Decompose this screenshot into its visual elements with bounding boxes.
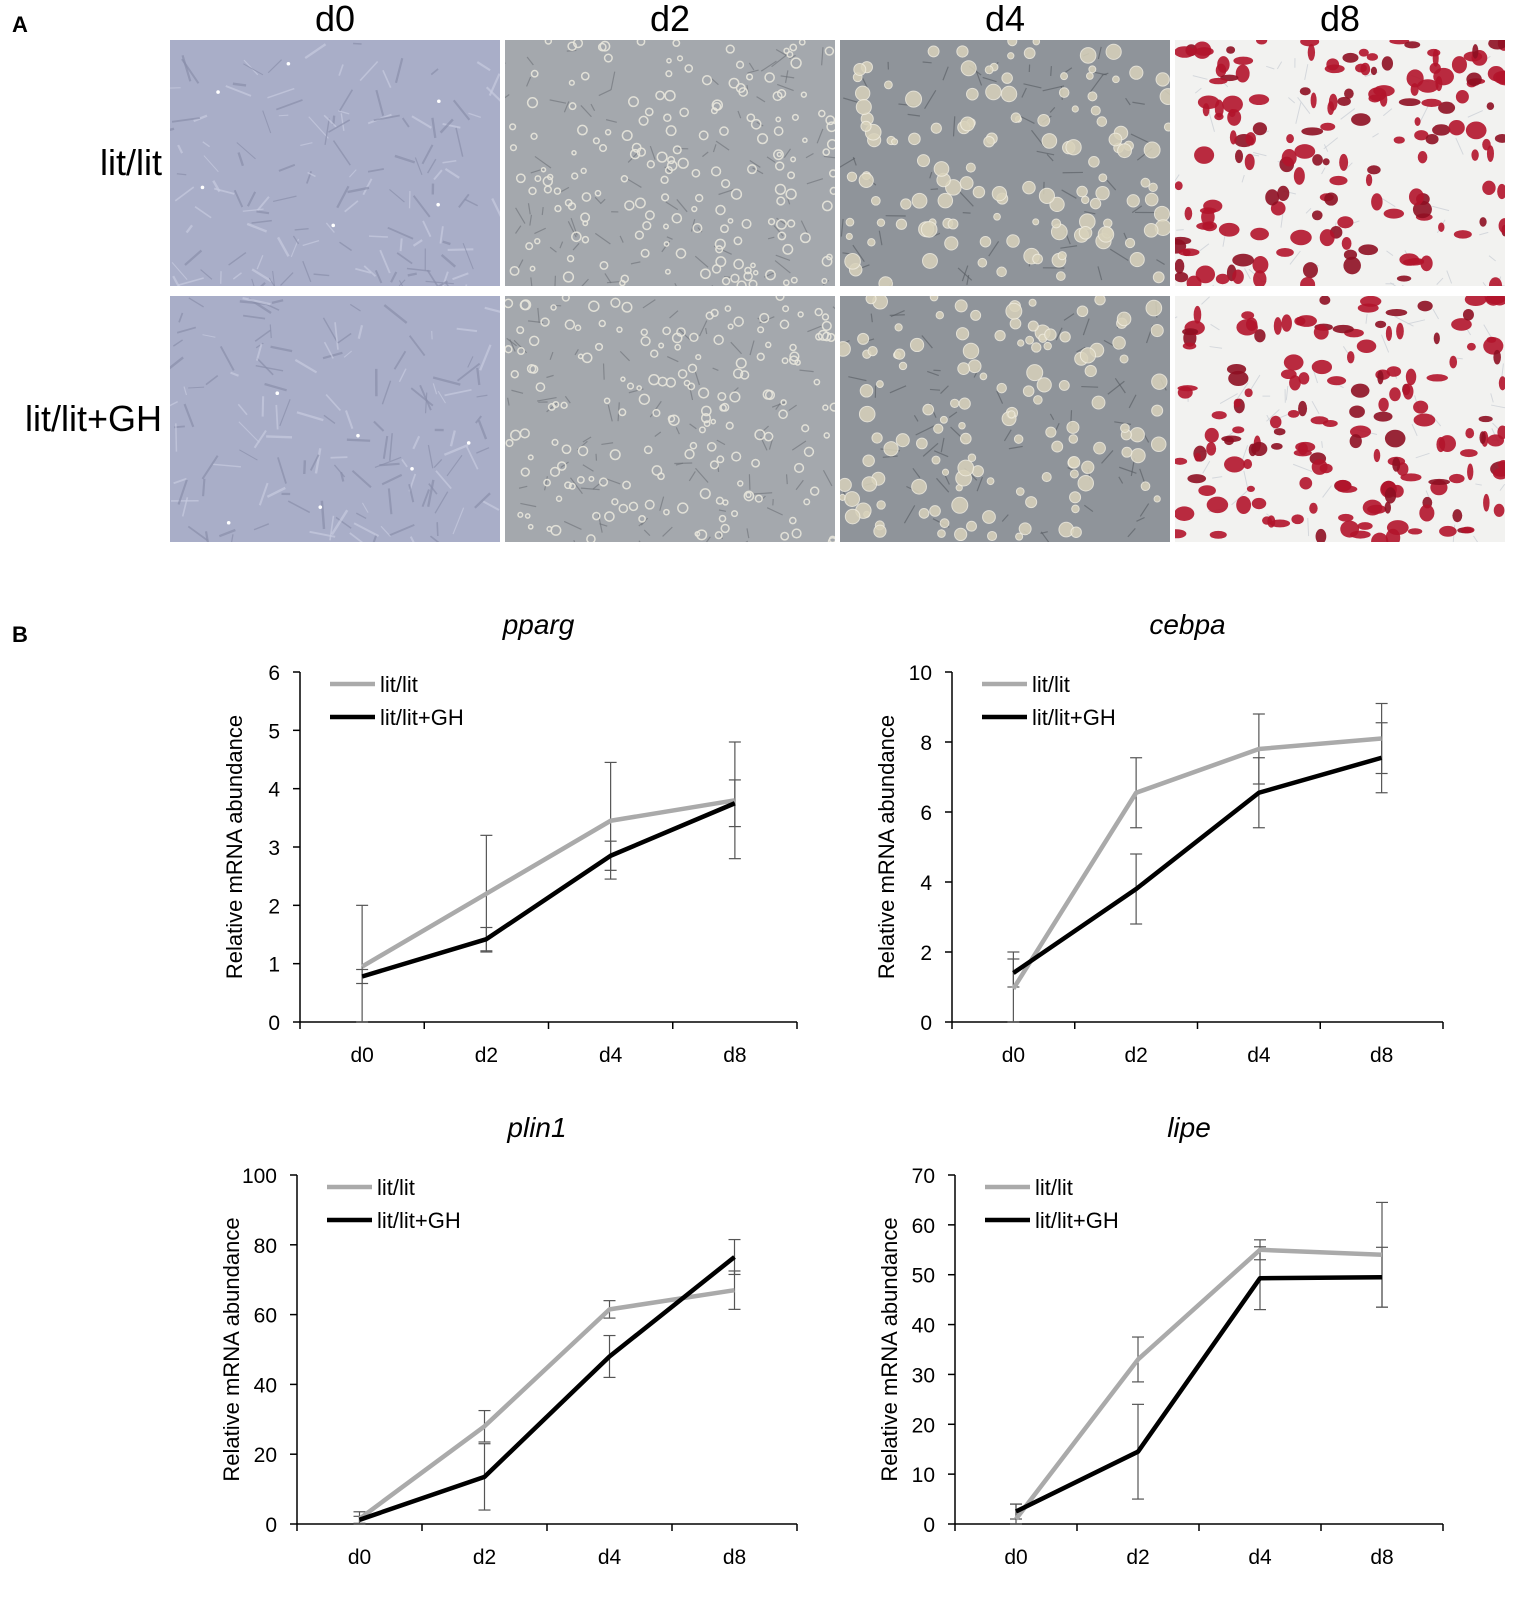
y-tick-label: 20 xyxy=(254,1444,277,1467)
x-tick-label-d0: d0 xyxy=(348,1546,371,1569)
y-tick-label: 0 xyxy=(923,1514,935,1537)
chart-title-pparg: pparg xyxy=(502,609,575,640)
legend-label-lit-lit-gh: lit/lit+GH xyxy=(380,705,464,730)
y-tick-label: 4 xyxy=(268,779,280,802)
micrograph-texture xyxy=(1175,40,1505,286)
series-line-lit-lit-gh xyxy=(358,1255,736,1522)
y-tick-label: 40 xyxy=(912,1315,935,1338)
y-tick-label: 100 xyxy=(242,1165,277,1188)
error-bar-lit-lit-gh-d8 xyxy=(728,1238,741,1276)
x-tick-label-d2: d2 xyxy=(1124,1044,1147,1067)
series-line-lit-lit-gh xyxy=(361,801,736,979)
panel-b-letter: B xyxy=(12,622,28,647)
y-tick-label: 1 xyxy=(268,954,280,977)
x-tick-label-d4: d4 xyxy=(598,1546,622,1569)
legend-label-lit-lit: lit/lit xyxy=(1032,672,1070,697)
y-tick-label: 60 xyxy=(912,1215,935,1238)
y-tick-label: 2 xyxy=(268,895,280,918)
y-tick-label: 40 xyxy=(254,1374,277,1397)
micrograph-texture xyxy=(170,40,500,286)
legend-label-lit-lit: lit/lit xyxy=(377,1175,415,1200)
micrograph-lit-lit-d8 xyxy=(1175,40,1505,286)
series-line-lit-lit-gh xyxy=(1012,755,1383,975)
y-tick-label: 20 xyxy=(912,1414,935,1437)
y-tick-label: 6 xyxy=(920,802,932,825)
x-tick-label-d8: d8 xyxy=(723,1044,746,1067)
x-tick-label-d4: d4 xyxy=(1248,1546,1272,1569)
legend-label-lit-lit-gh: lit/lit+GH xyxy=(1035,1208,1119,1233)
y-axis-label: Relative mRNA abundance xyxy=(222,715,247,979)
y-tick-label: 2 xyxy=(920,942,932,965)
y-tick-label: 8 xyxy=(920,732,932,755)
series-line-lit-lit xyxy=(1011,736,1382,990)
y-axis-label: Relative mRNA abundance xyxy=(874,715,899,979)
x-tick-label-d0: d0 xyxy=(350,1044,373,1067)
micrograph-lit-lit-gh-d8 xyxy=(1175,296,1505,542)
micrograph-lit-lit-d4 xyxy=(840,40,1170,286)
micrograph-lit-lit-d2 xyxy=(505,40,835,286)
x-tick-label-d8: d8 xyxy=(1370,1044,1393,1067)
y-tick-label: 5 xyxy=(268,720,280,743)
series-line-lit-lit xyxy=(360,798,736,969)
series-line-lit-lit-gh xyxy=(1015,1274,1383,1514)
y-tick-label: 0 xyxy=(268,1012,280,1035)
micrograph-texture xyxy=(170,296,500,542)
series-line-lit-lit xyxy=(358,1287,735,1521)
y-tick-label: 60 xyxy=(254,1305,277,1328)
y-tick-label: 10 xyxy=(909,662,932,685)
y-tick-label: 0 xyxy=(920,1012,932,1035)
y-tick-label: 50 xyxy=(912,1265,935,1288)
micrograph-texture xyxy=(1175,296,1505,542)
legend-label-lit-lit: lit/lit xyxy=(380,672,418,697)
column-label-d2: d2 xyxy=(649,0,691,39)
y-axis-label: Relative mRNA abundance xyxy=(877,1217,902,1481)
panel-a-letter: A xyxy=(12,12,28,37)
column-label-d8: d8 xyxy=(1319,0,1361,39)
legend-label-lit-lit-gh: lit/lit+GH xyxy=(1032,705,1116,730)
micrograph-texture xyxy=(840,296,1170,542)
micrograph-lit-lit-d0 xyxy=(170,40,500,286)
y-tick-label: 10 xyxy=(912,1464,935,1487)
micrograph-lit-lit-gh-d0 xyxy=(170,296,500,542)
y-tick-label: 3 xyxy=(268,837,280,860)
y-tick-label: 4 xyxy=(920,872,932,895)
x-tick-label-d0: d0 xyxy=(1004,1546,1027,1569)
x-tick-label-d0: d0 xyxy=(1002,1044,1025,1067)
micrograph-texture xyxy=(840,40,1170,286)
micrograph-texture xyxy=(505,40,835,286)
chart-title-plin1: plin1 xyxy=(506,1112,566,1143)
y-tick-label: 80 xyxy=(254,1235,277,1258)
y-tick-label: 6 xyxy=(268,662,280,685)
micrograph-lit-lit-gh-d2 xyxy=(505,296,835,542)
x-tick-label-d8: d8 xyxy=(1370,1546,1393,1569)
y-axis-label: Relative mRNA abundance xyxy=(219,1217,244,1481)
row-label-lit-lit: lit/lit xyxy=(100,142,162,183)
legend-label-lit-lit-gh: lit/lit+GH xyxy=(377,1208,461,1233)
micrograph-texture xyxy=(505,296,835,542)
y-tick-label: 70 xyxy=(912,1165,935,1188)
x-tick-label-d2: d2 xyxy=(1126,1546,1149,1569)
micrograph-lit-lit-gh-d4 xyxy=(840,296,1170,542)
chart-title-lipe: lipe xyxy=(1167,1112,1211,1143)
row-label-lit-lit-gh: lit/lit+GH xyxy=(24,398,162,439)
column-label-d4: d4 xyxy=(984,0,1026,39)
column-label-d0: d0 xyxy=(314,0,356,39)
chart-title-cebpa: cebpa xyxy=(1149,609,1225,640)
x-tick-label-d4: d4 xyxy=(599,1044,623,1067)
x-tick-label-d2: d2 xyxy=(475,1044,498,1067)
y-tick-label: 30 xyxy=(912,1364,935,1387)
x-tick-label-d8: d8 xyxy=(723,1546,746,1569)
series-line-lit-lit xyxy=(1014,1247,1383,1521)
legend-label-lit-lit: lit/lit xyxy=(1035,1175,1073,1200)
x-tick-label-d2: d2 xyxy=(473,1546,496,1569)
error-bar-lit-lit-d0 xyxy=(356,904,369,1023)
x-tick-label-d4: d4 xyxy=(1247,1044,1271,1067)
y-tick-label: 0 xyxy=(265,1514,277,1537)
